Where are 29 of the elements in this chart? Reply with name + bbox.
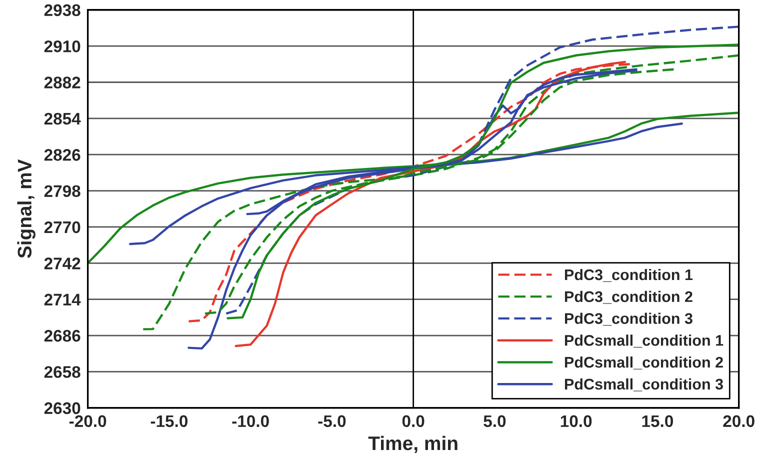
y-tick-label: 2686 <box>44 330 80 342</box>
legend-label: PdC3_condition 2 <box>564 290 692 304</box>
y-tick-label: 2798 <box>44 185 80 197</box>
x-tick-label: 15.0 <box>642 415 673 428</box>
legend-label: PdCsmall_condition 2 <box>564 356 723 370</box>
legend-label: PdC3_condition 3 <box>564 312 692 326</box>
x-tick-label: 5.0 <box>484 415 506 428</box>
y-tick-label: 2910 <box>44 40 80 52</box>
y-tick-label: 2854 <box>44 112 81 125</box>
legend-label: PdCsmall_condition 1 <box>564 334 724 348</box>
y-tick-label: 2826 <box>44 149 80 161</box>
legend-label: PdCsmall_condition 3 <box>564 378 724 392</box>
y-tick-label: 2938 <box>44 4 80 16</box>
y-tick-label: 2742 <box>44 258 80 270</box>
y-tick-label: 2882 <box>44 76 80 88</box>
x-tick-label: -10.0 <box>232 415 269 428</box>
y-tick-label: 2658 <box>44 366 80 378</box>
legend-label: PdC3_condition 1 <box>564 268 693 282</box>
x-tick-label: -20.0 <box>69 415 106 428</box>
y-axis-title: Signal, mV <box>17 159 36 258</box>
x-tick-label: 0.0 <box>402 415 424 428</box>
x-tick-label: -5.0 <box>318 415 346 428</box>
y-tick-label: 2714 <box>44 294 81 306</box>
x-tick-label: 20.0 <box>723 415 754 428</box>
x-tick-label: 10.0 <box>560 415 592 428</box>
y-tick-label: 2770 <box>44 221 80 234</box>
x-axis-title: Time, min <box>368 436 458 454</box>
y-tick-label: 2630 <box>44 402 80 414</box>
x-tick-label: -15.0 <box>150 415 188 428</box>
